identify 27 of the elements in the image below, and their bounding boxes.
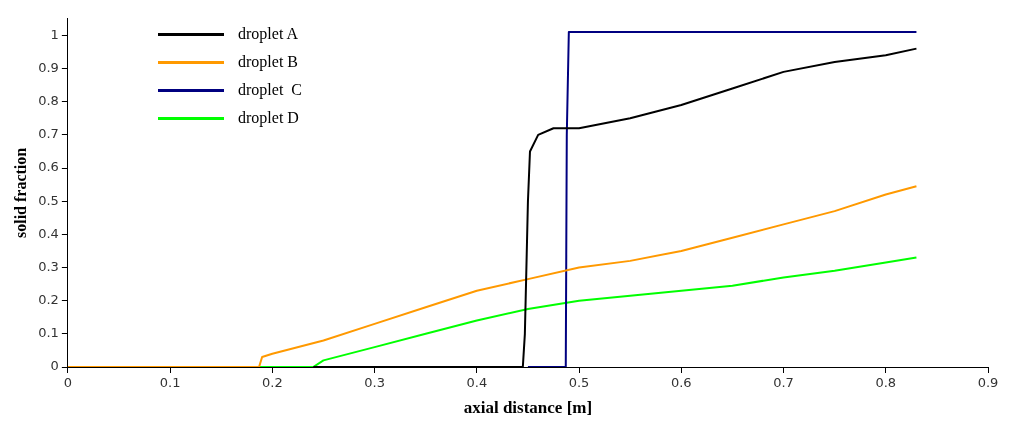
x-tick-label: 0.2 — [262, 375, 283, 391]
y-axis-title: solid fraction — [11, 147, 29, 239]
legend-label: droplet C — [238, 81, 302, 99]
x-tick-label: 0.9 — [977, 375, 999, 391]
y-tick-label: 0.5 — [38, 192, 59, 208]
y-tick-label: 0.6 — [38, 159, 59, 175]
legend-label: droplet A — [238, 25, 298, 43]
y-tick-label: 0.7 — [38, 126, 59, 142]
x-tick-label: 0.8 — [875, 375, 897, 391]
y-tick-label: 0.3 — [38, 258, 59, 274]
x-tick-label: 0.3 — [364, 375, 385, 391]
legend-label: droplet B — [238, 53, 298, 71]
x-tick-label: 0.4 — [466, 375, 488, 391]
x-tick-label: 0 — [63, 375, 73, 391]
y-tick-label: 0 — [50, 358, 59, 374]
y-tick-label: 0.9 — [38, 59, 59, 75]
x-tick-label: 0.1 — [159, 375, 181, 391]
y-tick-label: 0.2 — [38, 292, 59, 308]
y-tick-label: 1 — [50, 26, 59, 42]
x-axis-title: axial distance [m] — [463, 398, 593, 418]
x-tick-label: 0.5 — [568, 375, 590, 391]
y-tick-label: 0.1 — [38, 325, 59, 341]
y-tick-label: 0.8 — [38, 93, 59, 109]
legend-label: droplet D — [238, 109, 299, 127]
x-tick-label: 0.6 — [670, 375, 692, 391]
y-tick-label: 0.4 — [38, 225, 59, 241]
x-tick-label: 0.7 — [773, 375, 794, 391]
